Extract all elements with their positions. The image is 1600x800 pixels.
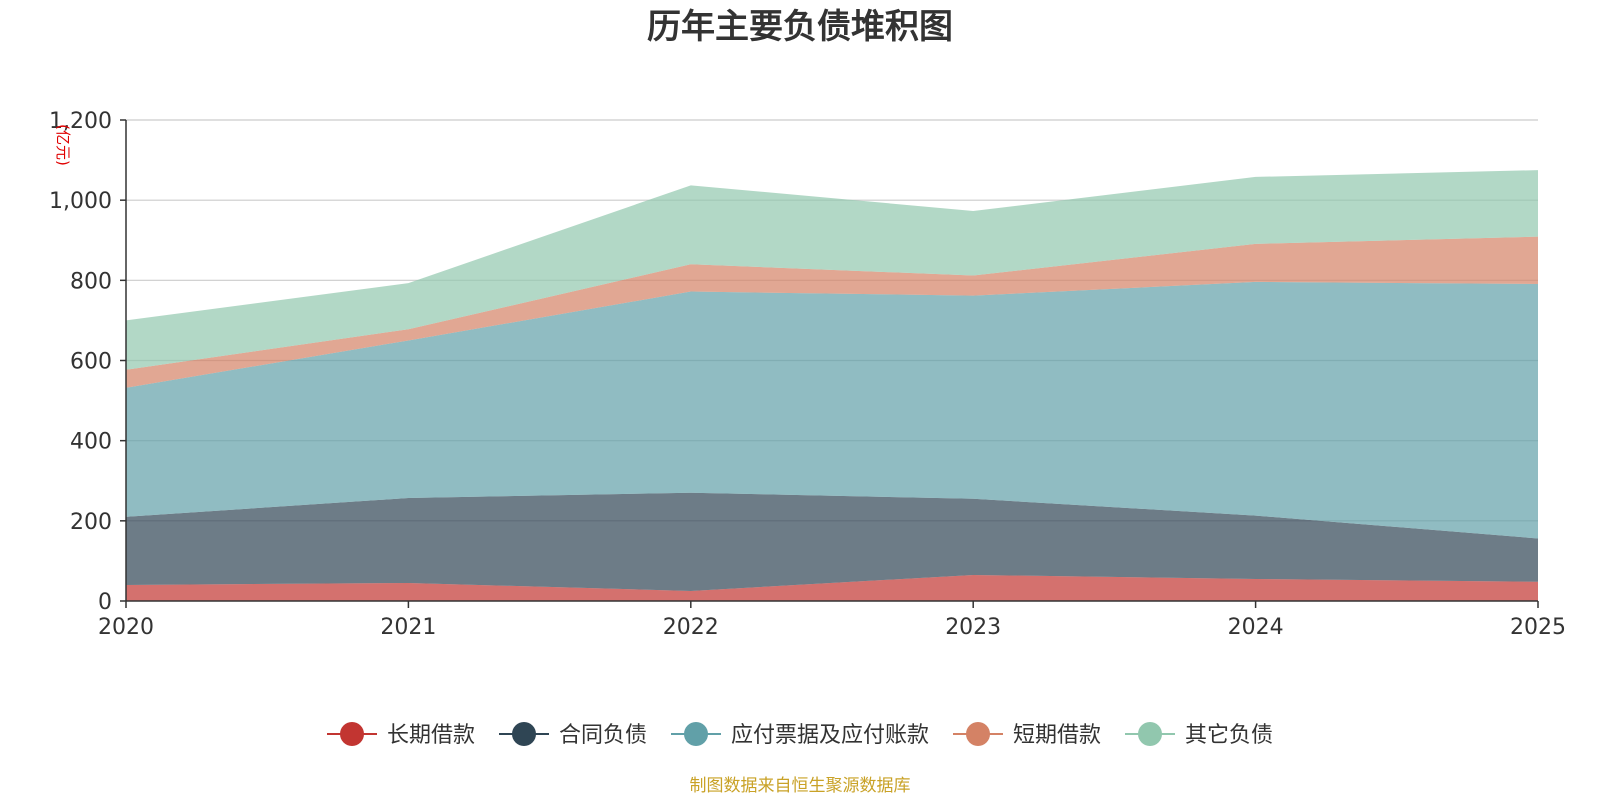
axes: 0 200 400 600 800 1,000 1,200 2020 2021 2022 2023 2… bbox=[49, 109, 1566, 640]
series-areas bbox=[126, 170, 1538, 601]
area-series-3[interactable] bbox=[126, 236, 1538, 388]
y-tick-label: 200 bbox=[70, 510, 112, 535]
x-tick-label: 2024 bbox=[1228, 615, 1284, 640]
area-series-1[interactable] bbox=[126, 492, 1538, 591]
legend-label: 短期借款 bbox=[1013, 723, 1101, 748]
area-series-2[interactable] bbox=[126, 281, 1538, 539]
source-note: 制图数据来自恒生聚源数据库 bbox=[690, 776, 911, 796]
area-series-0[interactable] bbox=[126, 574, 1538, 601]
legend-item-0[interactable]: 长期借款 bbox=[327, 722, 475, 748]
legend-item-3[interactable]: 短期借款 bbox=[953, 722, 1101, 748]
legend-label: 合同负债 bbox=[559, 723, 647, 748]
y-axis-unit: (亿元) bbox=[54, 124, 72, 166]
y-tick-label: 1,200 bbox=[49, 109, 112, 134]
legend-item-1[interactable]: 合同负债 bbox=[499, 722, 647, 748]
y-tick-label: 0 bbox=[98, 590, 112, 615]
legend-circle-icon bbox=[340, 722, 364, 746]
x-tick-label: 2022 bbox=[663, 615, 719, 640]
x-tick-label: 2020 bbox=[98, 615, 154, 640]
area-series-4[interactable] bbox=[126, 170, 1538, 370]
legend-label: 应付票据及应付账款 bbox=[731, 723, 929, 748]
legend-circle-icon bbox=[684, 722, 708, 746]
legend-circle-icon bbox=[966, 722, 990, 746]
legend-circle-icon bbox=[512, 722, 536, 746]
chart-title: 历年主要负债堆积图 bbox=[647, 7, 953, 47]
x-tick-label: 2023 bbox=[945, 615, 1001, 640]
legend-item-4[interactable]: 其它负债 bbox=[1125, 722, 1273, 748]
legend[interactable]: 长期借款 合同负债 应付票据及应付账款 短期借款 其它负债 bbox=[327, 722, 1273, 748]
y-tick-label: 400 bbox=[70, 430, 112, 455]
y-tick-label: 800 bbox=[70, 269, 112, 294]
x-tick-label: 2021 bbox=[380, 615, 436, 640]
legend-label: 长期借款 bbox=[387, 723, 475, 748]
x-tick-label: 2025 bbox=[1510, 615, 1566, 640]
legend-circle-icon bbox=[1138, 722, 1162, 746]
legend-item-2[interactable]: 应付票据及应付账款 bbox=[671, 722, 929, 748]
legend-label: 其它负债 bbox=[1185, 723, 1273, 748]
y-tick-label: 600 bbox=[70, 350, 112, 375]
y-tick-label: 1,000 bbox=[49, 189, 112, 214]
